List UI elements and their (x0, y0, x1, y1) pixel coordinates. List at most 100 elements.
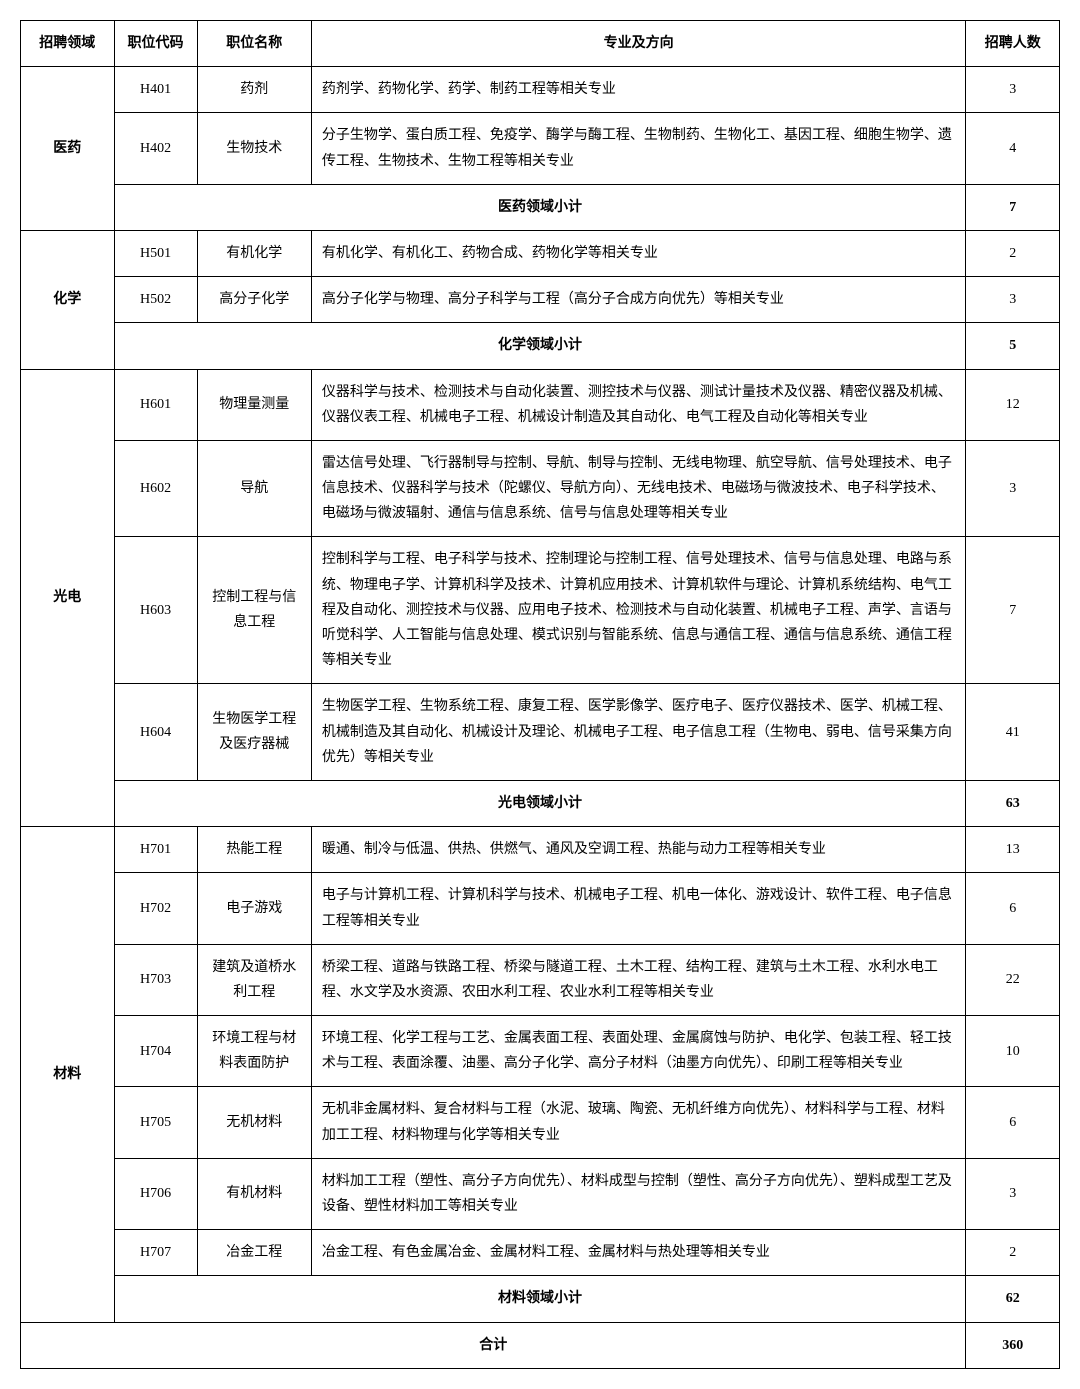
code-cell: H603 (114, 537, 197, 684)
major-cell: 生物医学工程、生物系统工程、康复工程、医学影像学、医疗电子、医疗仪器技术、医学、… (311, 684, 966, 781)
name-cell: 电子游戏 (197, 873, 311, 944)
table-row: H604生物医学工程及医疗器械生物医学工程、生物系统工程、康复工程、医学影像学、… (21, 684, 1060, 781)
major-cell: 分子生物学、蛋白质工程、免疫学、酶学与酶工程、生物制药、生物化工、基因工程、细胞… (311, 113, 966, 184)
code-cell: H402 (114, 113, 197, 184)
name-cell: 生物技术 (197, 113, 311, 184)
code-cell: H703 (114, 944, 197, 1015)
field-cell: 材料 (21, 827, 115, 1322)
subtotal-row: 化学领域小计5 (21, 323, 1060, 369)
table-row: 光电H601物理量测量仪器科学与技术、检测技术与自动化装置、测控技术与仪器、测试… (21, 369, 1060, 440)
table-row: H702电子游戏电子与计算机工程、计算机科学与技术、机械电子工程、机电一体化、游… (21, 873, 1060, 944)
count-cell: 22 (966, 944, 1060, 1015)
count-cell: 2 (966, 1230, 1060, 1276)
count-cell: 10 (966, 1016, 1060, 1087)
count-cell: 3 (966, 440, 1060, 537)
name-cell: 高分子化学 (197, 277, 311, 323)
code-cell: H705 (114, 1087, 197, 1158)
name-cell: 冶金工程 (197, 1230, 311, 1276)
major-cell: 无机非金属材料、复合材料与工程（水泥、玻璃、陶瓷、无机纤维方向优先）、材料科学与… (311, 1087, 966, 1158)
major-cell: 桥梁工程、道路与铁路工程、桥梁与隧道工程、土木工程、结构工程、建筑与土木工程、水… (311, 944, 966, 1015)
table-row: 材料H701热能工程暖通、制冷与低温、供热、供燃气、通风及空调工程、热能与动力工… (21, 827, 1060, 873)
count-cell: 4 (966, 113, 1060, 184)
count-cell: 3 (966, 1158, 1060, 1229)
code-cell: H702 (114, 873, 197, 944)
subtotal-row: 医药领域小计7 (21, 184, 1060, 230)
table-row: 化学H501有机化学有机化学、有机化工、药物合成、药物化学等相关专业2 (21, 230, 1060, 276)
total-row: 合计360 (21, 1322, 1060, 1368)
count-cell: 12 (966, 369, 1060, 440)
header-code: 职位代码 (114, 21, 197, 67)
count-cell: 3 (966, 277, 1060, 323)
table-row: H603控制工程与信息工程控制科学与工程、电子科学与技术、控制理论与控制工程、信… (21, 537, 1060, 684)
table-row: H707冶金工程冶金工程、有色金属冶金、金属材料工程、金属材料与热处理等相关专业… (21, 1230, 1060, 1276)
subtotal-count: 62 (966, 1276, 1060, 1322)
header-row: 招聘领域职位代码职位名称专业及方向招聘人数 (21, 21, 1060, 67)
total-count: 360 (966, 1322, 1060, 1368)
major-cell: 环境工程、化学工程与工艺、金属表面工程、表面处理、金属腐蚀与防护、电化学、包装工… (311, 1016, 966, 1087)
code-cell: H706 (114, 1158, 197, 1229)
code-cell: H707 (114, 1230, 197, 1276)
major-cell: 材料加工工程（塑性、高分子方向优先）、材料成型与控制（塑性、高分子方向优先）、塑… (311, 1158, 966, 1229)
total-label: 合计 (21, 1322, 966, 1368)
count-cell: 41 (966, 684, 1060, 781)
table-row: H502高分子化学高分子化学与物理、高分子科学与工程（高分子合成方向优先）等相关… (21, 277, 1060, 323)
subtotal-count: 7 (966, 184, 1060, 230)
name-cell: 导航 (197, 440, 311, 537)
code-cell: H602 (114, 440, 197, 537)
code-cell: H601 (114, 369, 197, 440)
major-cell: 冶金工程、有色金属冶金、金属材料工程、金属材料与热处理等相关专业 (311, 1230, 966, 1276)
field-cell: 光电 (21, 369, 115, 827)
code-cell: H501 (114, 230, 197, 276)
major-cell: 电子与计算机工程、计算机科学与技术、机械电子工程、机电一体化、游戏设计、软件工程… (311, 873, 966, 944)
count-cell: 7 (966, 537, 1060, 684)
name-cell: 物理量测量 (197, 369, 311, 440)
major-cell: 有机化学、有机化工、药物合成、药物化学等相关专业 (311, 230, 966, 276)
name-cell: 环境工程与材料表面防护 (197, 1016, 311, 1087)
count-cell: 13 (966, 827, 1060, 873)
subtotal-row: 光电领域小计63 (21, 780, 1060, 826)
header-count: 招聘人数 (966, 21, 1060, 67)
code-cell: H604 (114, 684, 197, 781)
major-cell: 高分子化学与物理、高分子科学与工程（高分子合成方向优先）等相关专业 (311, 277, 966, 323)
subtotal-label: 材料领域小计 (114, 1276, 966, 1322)
major-cell: 雷达信号处理、飞行器制导与控制、导航、制导与控制、无线电物理、航空导航、信号处理… (311, 440, 966, 537)
table-row: H703建筑及道桥水利工程桥梁工程、道路与铁路工程、桥梁与隧道工程、土木工程、结… (21, 944, 1060, 1015)
table-row: H402生物技术分子生物学、蛋白质工程、免疫学、酶学与酶工程、生物制药、生物化工… (21, 113, 1060, 184)
major-cell: 仪器科学与技术、检测技术与自动化装置、测控技术与仪器、测试计量技术及仪器、精密仪… (311, 369, 966, 440)
name-cell: 控制工程与信息工程 (197, 537, 311, 684)
name-cell: 建筑及道桥水利工程 (197, 944, 311, 1015)
table-row: H602导航雷达信号处理、飞行器制导与控制、导航、制导与控制、无线电物理、航空导… (21, 440, 1060, 537)
count-cell: 3 (966, 67, 1060, 113)
name-cell: 有机化学 (197, 230, 311, 276)
header-major: 专业及方向 (311, 21, 966, 67)
count-cell: 2 (966, 230, 1060, 276)
count-cell: 6 (966, 873, 1060, 944)
table-row: H706有机材料材料加工工程（塑性、高分子方向优先）、材料成型与控制（塑性、高分… (21, 1158, 1060, 1229)
major-cell: 暖通、制冷与低温、供热、供燃气、通风及空调工程、热能与动力工程等相关专业 (311, 827, 966, 873)
major-cell: 药剂学、药物化学、药学、制药工程等相关专业 (311, 67, 966, 113)
subtotal-label: 化学领域小计 (114, 323, 966, 369)
name-cell: 药剂 (197, 67, 311, 113)
table-row: 医药H401药剂药剂学、药物化学、药学、制药工程等相关专业3 (21, 67, 1060, 113)
count-cell: 6 (966, 1087, 1060, 1158)
field-cell: 化学 (21, 230, 115, 369)
name-cell: 生物医学工程及医疗器械 (197, 684, 311, 781)
subtotal-label: 医药领域小计 (114, 184, 966, 230)
field-cell: 医药 (21, 67, 115, 231)
code-cell: H701 (114, 827, 197, 873)
name-cell: 无机材料 (197, 1087, 311, 1158)
code-cell: H401 (114, 67, 197, 113)
table-row: H705无机材料无机非金属材料、复合材料与工程（水泥、玻璃、陶瓷、无机纤维方向优… (21, 1087, 1060, 1158)
name-cell: 有机材料 (197, 1158, 311, 1229)
table-row: H704环境工程与材料表面防护环境工程、化学工程与工艺、金属表面工程、表面处理、… (21, 1016, 1060, 1087)
header-name: 职位名称 (197, 21, 311, 67)
subtotal-count: 63 (966, 780, 1060, 826)
recruitment-table: 招聘领域职位代码职位名称专业及方向招聘人数医药H401药剂药剂学、药物化学、药学… (20, 20, 1060, 1369)
header-field: 招聘领域 (21, 21, 115, 67)
subtotal-row: 材料领域小计62 (21, 1276, 1060, 1322)
code-cell: H704 (114, 1016, 197, 1087)
code-cell: H502 (114, 277, 197, 323)
subtotal-label: 光电领域小计 (114, 780, 966, 826)
major-cell: 控制科学与工程、电子科学与技术、控制理论与控制工程、信号处理技术、信号与信息处理… (311, 537, 966, 684)
subtotal-count: 5 (966, 323, 1060, 369)
